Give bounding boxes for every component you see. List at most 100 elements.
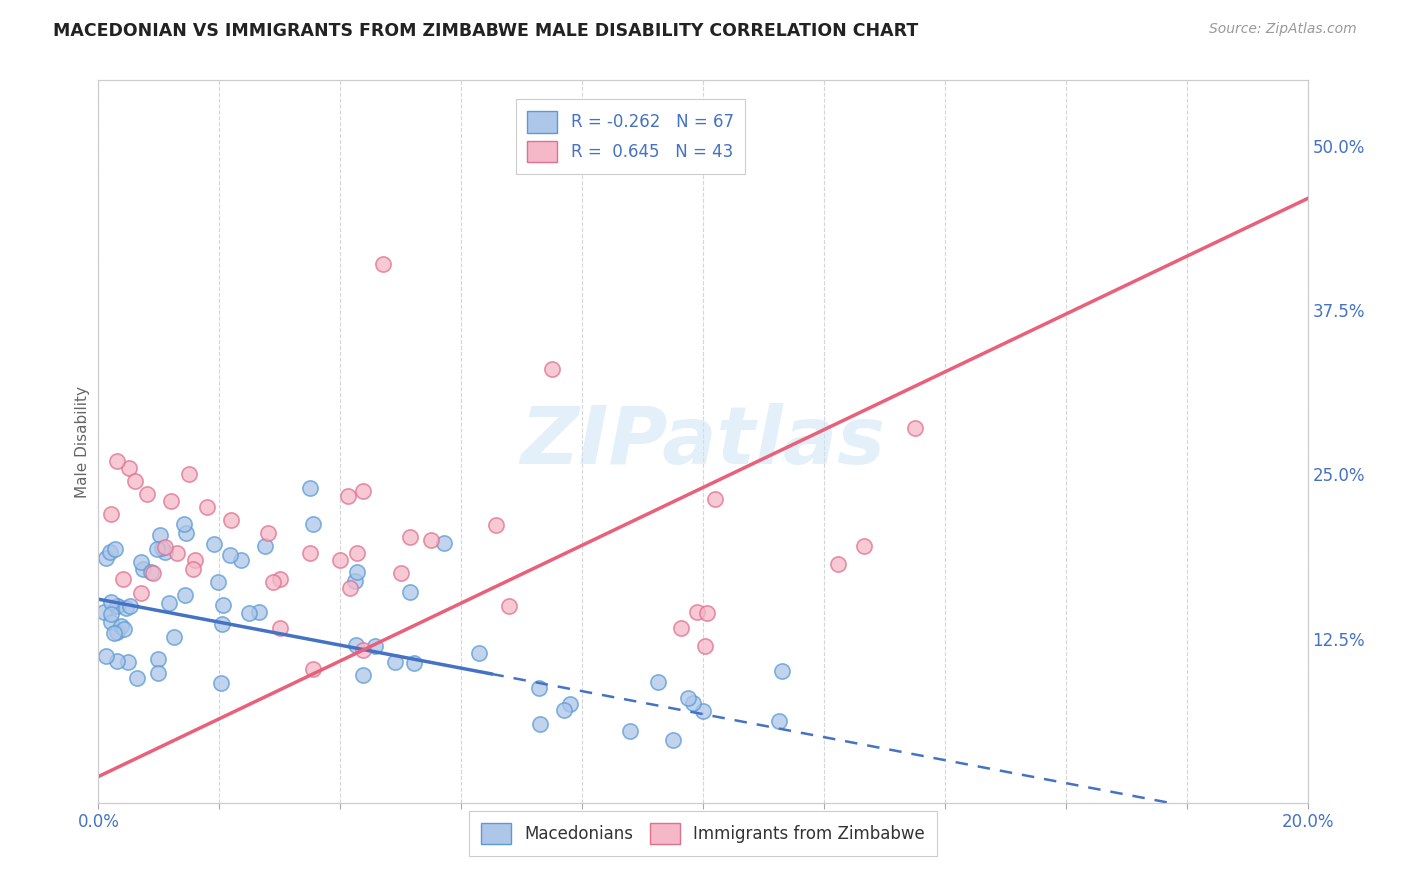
Point [202, 537, 225, 551]
Point [105, 654, 128, 668]
Point [184, 553, 207, 567]
Point [262, 575, 284, 590]
Point [299, 546, 322, 560]
Point [770, 664, 793, 678]
Point [468, 646, 491, 660]
Point [384, 655, 406, 669]
Point [93, 605, 115, 619]
Legend: Macedonians, Immigrants from Zimbabwe: Macedonians, Immigrants from Zimbabwe [470, 811, 936, 856]
Text: Source: ZipAtlas.com: Source: ZipAtlas.com [1209, 22, 1357, 37]
Point [98, 545, 121, 559]
Point [219, 548, 242, 562]
Point [336, 490, 359, 504]
Point [852, 539, 875, 553]
Point [146, 665, 169, 680]
Point [363, 640, 385, 654]
Point [371, 257, 394, 271]
Point [484, 517, 506, 532]
Point [343, 574, 366, 588]
Point [211, 599, 233, 613]
Point [686, 605, 709, 619]
Point [105, 599, 128, 613]
Point [269, 573, 291, 587]
Point [118, 460, 141, 475]
Point [346, 565, 368, 579]
Point [157, 596, 180, 610]
Point [129, 585, 152, 599]
Point [301, 516, 323, 531]
Point [153, 544, 176, 558]
Point [904, 421, 927, 435]
Point [692, 704, 714, 718]
Point [104, 541, 127, 556]
Point [229, 553, 252, 567]
Point [344, 638, 367, 652]
Point [100, 607, 122, 621]
Point [166, 546, 188, 560]
Point [389, 566, 412, 580]
Point [209, 676, 232, 690]
Point [254, 539, 277, 553]
Point [661, 732, 683, 747]
Point [827, 557, 849, 571]
Point [131, 562, 153, 576]
Point [339, 581, 361, 595]
Point [269, 621, 291, 635]
Point [112, 622, 135, 636]
Point [124, 474, 146, 488]
Point [671, 621, 693, 635]
Point [399, 529, 422, 543]
Point [704, 491, 727, 506]
Point [540, 362, 562, 376]
Point [301, 662, 323, 676]
Point [150, 541, 173, 555]
Point [399, 585, 422, 599]
Point [181, 562, 204, 576]
Point [174, 588, 197, 602]
Point [682, 696, 704, 710]
Point [404, 656, 426, 670]
Point [221, 513, 243, 527]
Point [146, 541, 169, 556]
Point [115, 601, 138, 615]
Point [678, 690, 700, 705]
Point [107, 624, 129, 639]
Point [125, 671, 148, 685]
Point [179, 467, 201, 482]
Point [558, 698, 581, 712]
Point [693, 640, 716, 654]
Point [149, 528, 172, 542]
Point [94, 649, 117, 664]
Point [238, 606, 260, 620]
Point [353, 643, 375, 657]
Point [120, 599, 142, 613]
Point [299, 481, 322, 495]
Point [529, 681, 551, 695]
Point [420, 533, 443, 547]
Point [105, 454, 128, 468]
Point [174, 526, 197, 541]
Point [207, 575, 229, 590]
Point [96, 550, 118, 565]
Point [256, 526, 278, 541]
Point [346, 545, 368, 559]
Point [696, 606, 718, 620]
Point [111, 573, 134, 587]
Point [768, 714, 790, 729]
Point [117, 655, 139, 669]
Point [529, 717, 551, 731]
Point [352, 668, 374, 682]
Point [135, 487, 157, 501]
Point [647, 674, 669, 689]
Point [211, 616, 233, 631]
Point [103, 626, 125, 640]
Point [100, 615, 122, 629]
Y-axis label: Male Disability: Male Disability [75, 385, 90, 498]
Text: MACEDONIAN VS IMMIGRANTS FROM ZIMBABWE MALE DISABILITY CORRELATION CHART: MACEDONIAN VS IMMIGRANTS FROM ZIMBABWE M… [53, 22, 918, 40]
Point [142, 566, 165, 580]
Point [433, 536, 456, 550]
Point [153, 540, 176, 554]
Point [619, 723, 641, 738]
Point [105, 599, 128, 613]
Point [352, 483, 374, 498]
